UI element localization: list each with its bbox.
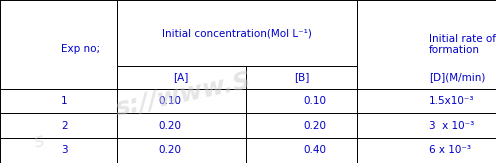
Text: 0.10: 0.10 — [304, 96, 327, 106]
Bar — [117, 113, 246, 138]
Bar — [117, 0, 357, 66]
Text: 1.5x10⁻³: 1.5x10⁻³ — [429, 96, 475, 106]
Text: Initial concentration(Mol L⁻¹): Initial concentration(Mol L⁻¹) — [162, 28, 312, 38]
Bar — [357, 89, 496, 113]
Bar — [117, 66, 246, 89]
Bar — [246, 138, 357, 163]
Text: 0.20: 0.20 — [158, 145, 181, 155]
Text: s: s — [32, 131, 47, 152]
Bar — [0, 113, 117, 138]
Text: [D](M/min): [D](M/min) — [429, 72, 486, 82]
Text: 6 x 10⁻³: 6 x 10⁻³ — [429, 145, 471, 155]
Text: s://www.S: s://www.S — [114, 68, 253, 121]
Text: 0.20: 0.20 — [304, 120, 327, 131]
Text: 0.40: 0.40 — [304, 145, 327, 155]
Text: 0.10: 0.10 — [158, 96, 181, 106]
Text: 1: 1 — [61, 96, 67, 106]
Bar — [117, 0, 357, 66]
Bar — [0, 0, 117, 89]
Text: [A]: [A] — [174, 72, 188, 82]
Text: 2: 2 — [61, 120, 67, 131]
Bar — [0, 0, 117, 89]
Text: [B]: [B] — [294, 72, 309, 82]
Bar — [246, 66, 357, 89]
Bar — [0, 89, 117, 113]
Bar — [0, 138, 117, 163]
Text: 3  x 10⁻³: 3 x 10⁻³ — [429, 120, 474, 131]
Bar — [246, 89, 357, 113]
Bar — [357, 0, 496, 89]
Text: 3: 3 — [61, 145, 67, 155]
Bar — [357, 113, 496, 138]
Text: Initial rate of
formation: Initial rate of formation — [429, 34, 496, 55]
Bar — [357, 0, 496, 163]
Bar — [117, 138, 246, 163]
Bar — [117, 89, 246, 113]
Bar — [246, 113, 357, 138]
Text: 0.20: 0.20 — [158, 120, 181, 131]
Text: Exp no;: Exp no; — [61, 44, 100, 54]
Bar — [357, 138, 496, 163]
